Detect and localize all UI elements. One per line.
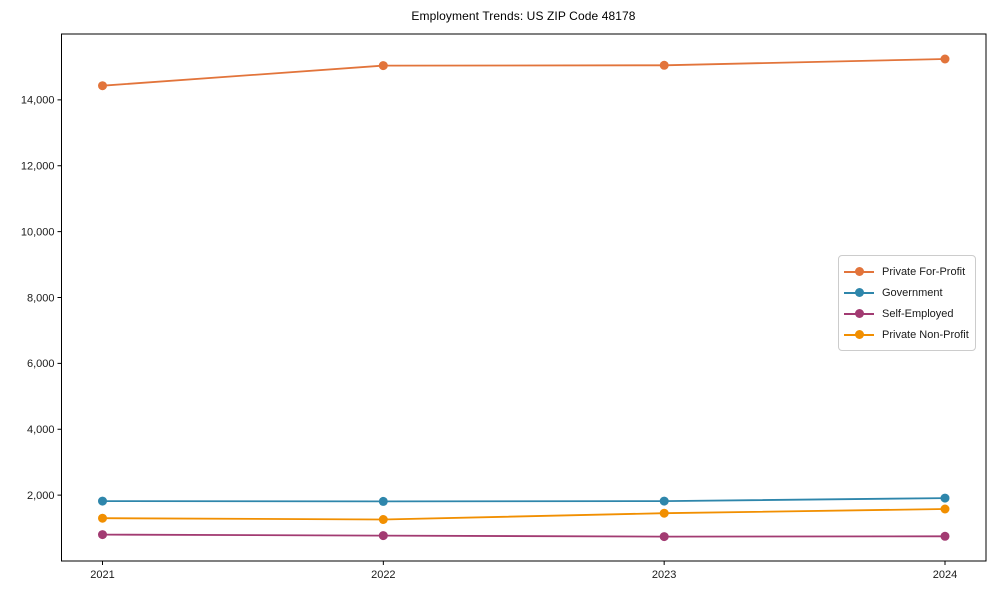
data-point-private-non-profit — [659, 508, 669, 518]
y-tick-label: 6,000 — [27, 358, 55, 370]
y-tick-label: 2,000 — [27, 490, 55, 502]
series-line-government — [101, 497, 946, 503]
chart-title: Employment Trends: US ZIP Code 48178 — [411, 9, 636, 23]
legend-item-government: Government — [844, 282, 969, 303]
x-tick-label: 2022 — [371, 569, 395, 581]
data-point-government — [98, 496, 107, 506]
y-tick-label: 8,000 — [27, 292, 55, 304]
data-point-government — [378, 496, 388, 506]
line-marker-icon — [844, 308, 874, 319]
y-tick-label: 4,000 — [27, 424, 55, 436]
y-tick-label: 14,000 — [21, 95, 55, 107]
y-tick-label: 12,000 — [21, 161, 55, 173]
data-point-government — [659, 496, 669, 506]
data-point-self-employed — [659, 532, 669, 542]
legend-item-self-employed: Self-Employed — [844, 303, 969, 324]
legend-item-private-for-profit: Private For-Profit — [844, 261, 969, 282]
legend: Private For-Profit Government Self-Emplo… — [838, 255, 976, 351]
legend-label: Self-Employed — [882, 307, 954, 320]
data-point-private-for-profit — [378, 61, 388, 71]
series-line-self-employed — [101, 533, 946, 538]
x-tick-label: 2021 — [90, 569, 114, 581]
data-point-self-employed — [940, 531, 950, 541]
data-point-private-for-profit — [659, 60, 669, 70]
x-tick-label: 2024 — [933, 569, 957, 581]
data-point-government — [940, 493, 950, 503]
line-marker-icon — [844, 287, 874, 298]
data-point-private-non-profit — [98, 513, 107, 523]
series-line-private-for-profit — [101, 58, 946, 87]
legend-item-private-non-profit: Private Non-Profit — [844, 324, 969, 345]
x-tick-label: 2023 — [652, 569, 676, 581]
data-point-private-for-profit — [940, 54, 950, 64]
legend-label: Private Non-Profit — [882, 328, 969, 341]
legend-label: Private For-Profit — [882, 265, 966, 278]
y-tick-label: 10,000 — [21, 226, 55, 238]
data-point-self-employed — [98, 530, 107, 540]
legend-label: Government — [882, 286, 943, 299]
line-marker-icon — [844, 266, 874, 277]
line-marker-icon — [844, 329, 874, 340]
data-point-private-non-profit — [378, 515, 388, 524]
data-point-private-for-profit — [98, 81, 107, 91]
data-point-private-non-profit — [940, 504, 950, 514]
data-point-self-employed — [378, 531, 388, 541]
series-line-private-non-profit — [101, 508, 946, 521]
